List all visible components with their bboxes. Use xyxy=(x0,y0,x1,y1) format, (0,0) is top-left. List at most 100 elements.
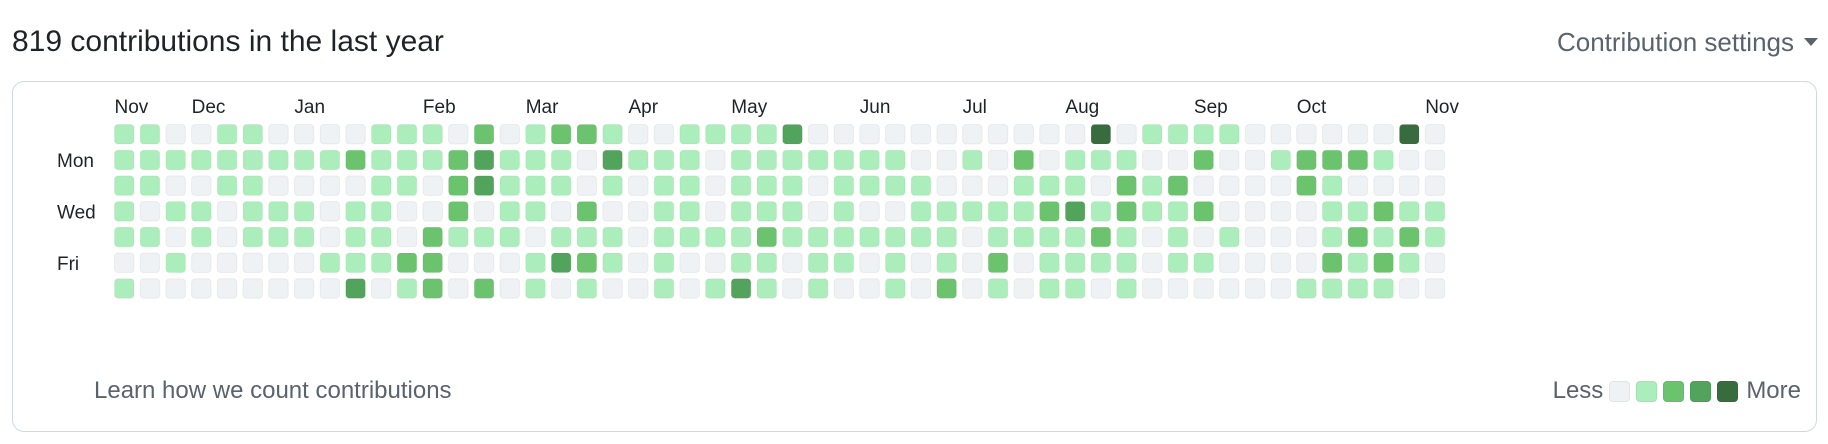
contribution-day-cell[interactable] xyxy=(1193,201,1214,222)
contribution-day-cell[interactable] xyxy=(628,201,649,222)
contribution-day-cell[interactable] xyxy=(705,278,726,299)
contribution-day-cell[interactable] xyxy=(910,278,932,299)
contribution-day-cell[interactable] xyxy=(1373,226,1394,248)
contribution-day-cell[interactable] xyxy=(1142,252,1163,273)
contribution-day-cell[interactable] xyxy=(1270,252,1291,273)
contribution-day-cell[interactable] xyxy=(345,149,366,171)
contribution-day-cell[interactable] xyxy=(550,124,572,145)
contribution-day-cell[interactable] xyxy=(1090,175,1112,196)
contribution-day-cell[interactable] xyxy=(602,149,623,171)
contribution-day-cell[interactable] xyxy=(807,124,829,145)
contribution-day-cell[interactable] xyxy=(730,201,752,222)
contribution-day-cell[interactable] xyxy=(1399,124,1420,145)
contribution-day-cell[interactable] xyxy=(936,201,957,222)
contribution-day-cell[interactable] xyxy=(1116,124,1137,145)
contribution-day-cell[interactable] xyxy=(859,226,880,248)
contribution-day-cell[interactable] xyxy=(1142,226,1163,248)
contribution-day-cell[interactable] xyxy=(705,201,726,222)
contribution-day-cell[interactable] xyxy=(1090,201,1112,222)
contribution-day-cell[interactable] xyxy=(1296,149,1317,171)
contribution-day-cell[interactable] xyxy=(1193,252,1214,273)
contribution-day-cell[interactable] xyxy=(1064,149,1086,171)
contribution-day-cell[interactable] xyxy=(396,201,418,222)
contribution-day-cell[interactable] xyxy=(114,149,135,171)
contribution-day-cell[interactable] xyxy=(1373,201,1394,222)
contribution-day-cell[interactable] xyxy=(319,149,341,171)
contribution-day-cell[interactable] xyxy=(268,201,289,222)
contribution-day-cell[interactable] xyxy=(705,149,726,171)
contribution-day-cell[interactable] xyxy=(1321,201,1343,222)
contribution-day-cell[interactable] xyxy=(422,175,443,196)
contribution-day-cell[interactable] xyxy=(1296,124,1317,145)
contribution-day-cell[interactable] xyxy=(705,226,726,248)
contribution-day-cell[interactable] xyxy=(1270,226,1291,248)
contribution-day-cell[interactable] xyxy=(216,226,238,248)
contribution-day-cell[interactable] xyxy=(833,149,855,171)
contribution-day-cell[interactable] xyxy=(628,149,649,171)
contribution-day-cell[interactable] xyxy=(936,252,957,273)
contribution-day-cell[interactable] xyxy=(396,124,418,145)
contribution-day-cell[interactable] xyxy=(756,201,777,222)
contribution-day-cell[interactable] xyxy=(242,278,263,299)
contribution-day-cell[interactable] xyxy=(1296,226,1317,248)
contribution-day-cell[interactable] xyxy=(1399,226,1420,248)
contribution-day-cell[interactable] xyxy=(1219,201,1240,222)
contribution-day-cell[interactable] xyxy=(293,201,315,222)
contribution-day-cell[interactable] xyxy=(1090,149,1112,171)
learn-how-we-count-link[interactable]: Learn how we count contributions xyxy=(94,377,452,404)
contribution-day-cell[interactable] xyxy=(165,201,186,222)
contribution-day-cell[interactable] xyxy=(319,201,341,222)
contribution-day-cell[interactable] xyxy=(1424,175,1446,196)
contribution-day-cell[interactable] xyxy=(422,201,443,222)
contribution-day-cell[interactable] xyxy=(1167,124,1189,145)
contribution-day-cell[interactable] xyxy=(807,278,829,299)
contribution-day-cell[interactable] xyxy=(448,252,469,273)
contribution-day-cell[interactable] xyxy=(1013,175,1034,196)
contribution-day-cell[interactable] xyxy=(448,278,469,299)
contribution-day-cell[interactable] xyxy=(1193,124,1214,145)
contribution-day-cell[interactable] xyxy=(1167,201,1189,222)
contribution-day-cell[interactable] xyxy=(1347,226,1369,248)
contribution-day-cell[interactable] xyxy=(191,278,212,299)
contribution-day-cell[interactable] xyxy=(1013,226,1034,248)
contribution-day-cell[interactable] xyxy=(782,175,803,196)
contribution-day-cell[interactable] xyxy=(473,252,495,273)
contribution-day-cell[interactable] xyxy=(550,278,572,299)
contribution-day-cell[interactable] xyxy=(345,252,366,273)
contribution-day-cell[interactable] xyxy=(448,201,469,222)
contribution-day-cell[interactable] xyxy=(1193,149,1214,171)
contribution-day-cell[interactable] xyxy=(910,149,932,171)
contribution-day-cell[interactable] xyxy=(576,226,598,248)
contribution-day-cell[interactable] xyxy=(114,278,135,299)
contribution-day-cell[interactable] xyxy=(1167,278,1189,299)
contribution-day-cell[interactable] xyxy=(807,201,829,222)
contribution-day-cell[interactable] xyxy=(191,252,212,273)
contribution-day-cell[interactable] xyxy=(1064,201,1086,222)
contribution-day-cell[interactable] xyxy=(1296,175,1317,196)
contribution-day-cell[interactable] xyxy=(499,252,520,273)
contribution-day-cell[interactable] xyxy=(1321,175,1343,196)
contribution-day-cell[interactable] xyxy=(653,149,675,171)
contribution-day-cell[interactable] xyxy=(1347,201,1369,222)
contribution-day-cell[interactable] xyxy=(165,124,186,145)
contribution-day-cell[interactable] xyxy=(114,124,135,145)
contribution-day-cell[interactable] xyxy=(782,201,803,222)
contribution-day-cell[interactable] xyxy=(114,252,135,273)
contribution-day-cell[interactable] xyxy=(448,149,469,171)
contribution-day-cell[interactable] xyxy=(499,201,520,222)
contribution-day-cell[interactable] xyxy=(1424,149,1446,171)
contribution-day-cell[interactable] xyxy=(1321,124,1343,145)
contribution-day-cell[interactable] xyxy=(319,175,341,196)
contribution-day-cell[interactable] xyxy=(396,226,418,248)
contribution-day-cell[interactable] xyxy=(396,175,418,196)
contribution-day-cell[interactable] xyxy=(1399,149,1420,171)
contribution-day-cell[interactable] xyxy=(216,278,238,299)
contribution-day-cell[interactable] xyxy=(602,226,623,248)
contribution-day-cell[interactable] xyxy=(242,252,263,273)
contribution-day-cell[interactable] xyxy=(242,149,263,171)
contribution-day-cell[interactable] xyxy=(628,252,649,273)
contribution-day-cell[interactable] xyxy=(1116,226,1137,248)
contribution-day-cell[interactable] xyxy=(499,124,520,145)
contribution-day-cell[interactable] xyxy=(756,124,777,145)
contribution-day-cell[interactable] xyxy=(525,278,546,299)
